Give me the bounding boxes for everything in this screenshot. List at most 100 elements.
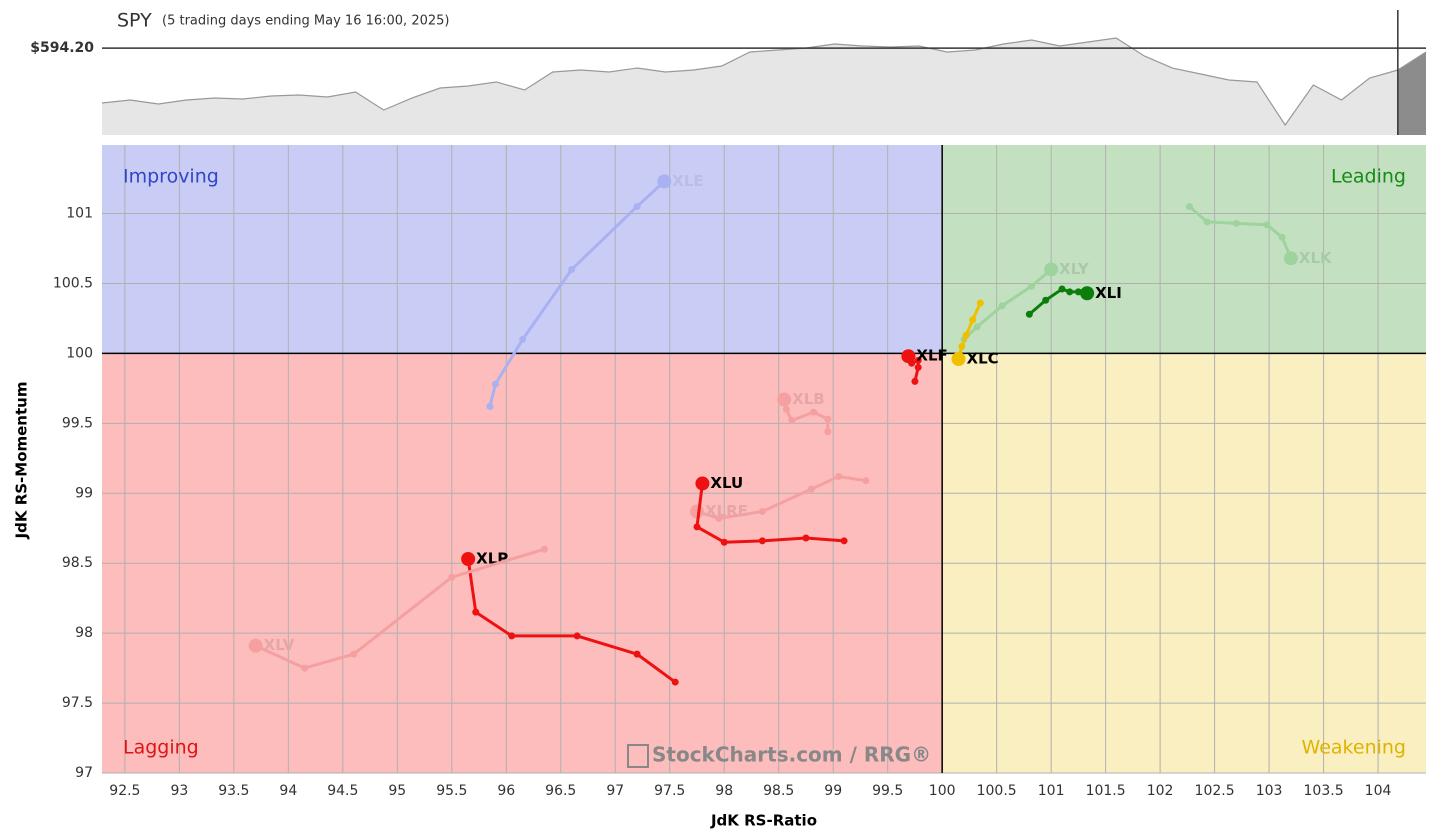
series-label: XLY bbox=[1059, 260, 1090, 278]
tail-point bbox=[1025, 310, 1033, 318]
tail-head bbox=[657, 174, 672, 189]
tail bbox=[695, 483, 845, 544]
tail-point bbox=[1278, 233, 1286, 241]
tail-head bbox=[1044, 262, 1059, 277]
series-label: XLC bbox=[967, 349, 999, 367]
tail-point bbox=[758, 507, 766, 515]
tail-head bbox=[1080, 286, 1095, 301]
x-tick-label: 93 bbox=[170, 783, 188, 799]
x-tick-label: 99.5 bbox=[872, 783, 903, 799]
quadrant-label: Lagging bbox=[123, 737, 199, 759]
y-tick-label: 98.5 bbox=[62, 555, 93, 571]
series-label: XLB bbox=[792, 390, 825, 408]
tail-point bbox=[633, 650, 641, 658]
x-tick-label: 94 bbox=[279, 783, 297, 799]
y-tick-label: 99 bbox=[75, 485, 93, 501]
series-label: XLU bbox=[710, 474, 743, 492]
y-tick-label: 97.5 bbox=[62, 695, 93, 711]
y-tick-label: 100.5 bbox=[53, 275, 93, 291]
tail-point bbox=[840, 537, 848, 545]
tail-point bbox=[573, 632, 581, 640]
tail-point bbox=[1203, 218, 1211, 226]
x-tick-label: 104 bbox=[1365, 783, 1392, 799]
tail-head bbox=[1283, 251, 1298, 266]
x-tick-label: 95 bbox=[388, 783, 406, 799]
tail-point bbox=[472, 608, 480, 616]
x-tick-label: 100 bbox=[929, 783, 956, 799]
tail-head bbox=[695, 476, 710, 491]
tail-point bbox=[788, 417, 796, 425]
x-tick-label: 102 bbox=[1147, 783, 1174, 799]
y-tick-label: 100 bbox=[66, 345, 93, 361]
tail-head bbox=[248, 638, 263, 653]
y-tick-label: 98 bbox=[75, 625, 93, 641]
tail bbox=[466, 558, 677, 684]
y-tick-label: 97 bbox=[75, 765, 93, 781]
tail-point bbox=[1263, 221, 1271, 229]
tail-head bbox=[461, 552, 476, 567]
tail-point bbox=[448, 573, 456, 581]
quadrant-label: Leading bbox=[1331, 166, 1406, 188]
tail-point bbox=[519, 335, 527, 343]
x-tick-label: 97.5 bbox=[654, 783, 685, 799]
x-tick-label: 98 bbox=[715, 783, 733, 799]
watermark: StockCharts.com / RRG® bbox=[652, 743, 931, 767]
tail-point bbox=[1058, 285, 1066, 293]
x-tick-label: 103 bbox=[1256, 783, 1283, 799]
x-tick-label: 96 bbox=[497, 783, 515, 799]
quadrant-label: Weakening bbox=[1302, 737, 1406, 759]
tail-point bbox=[911, 377, 919, 385]
tail-point bbox=[862, 477, 870, 485]
tail-point bbox=[1042, 296, 1050, 304]
series-label: XLK bbox=[1299, 249, 1333, 267]
tail-point bbox=[301, 664, 309, 672]
tail-point bbox=[1232, 219, 1240, 227]
tail-point bbox=[914, 356, 922, 364]
series-label: XLRE bbox=[705, 502, 748, 520]
x-tick-label: 101.5 bbox=[1086, 783, 1126, 799]
price-line bbox=[101, 37, 1427, 127]
tail bbox=[488, 180, 666, 407]
tail-head bbox=[901, 349, 916, 364]
price-area bbox=[102, 38, 1426, 135]
tail-point bbox=[720, 538, 728, 546]
x-tick-label: 101 bbox=[1038, 783, 1065, 799]
tail-point bbox=[350, 650, 358, 658]
tail-point bbox=[540, 545, 548, 553]
x-tick-label: 99 bbox=[824, 783, 842, 799]
panel-subtitle: (5 trading days ending May 16 16:00, 202… bbox=[162, 14, 449, 29]
x-tick-label: 100.5 bbox=[977, 783, 1017, 799]
series-label: XLE bbox=[672, 172, 703, 190]
y-axis-label: JdK RS-Momentum bbox=[13, 382, 31, 540]
tail-point bbox=[1186, 203, 1194, 211]
x-tick-label: 92.5 bbox=[109, 783, 140, 799]
x-tick-label: 98.5 bbox=[763, 783, 794, 799]
tail-point bbox=[758, 537, 766, 545]
x-tick-label: 102.5 bbox=[1195, 783, 1235, 799]
quadrant bbox=[102, 145, 943, 354]
y-tick-label: 99.5 bbox=[62, 415, 93, 431]
tail-point bbox=[835, 472, 843, 480]
tail-head bbox=[777, 392, 792, 407]
quadrant bbox=[942, 145, 1426, 354]
tail-point bbox=[824, 428, 832, 436]
x-tick-label: 95.5 bbox=[436, 783, 467, 799]
x-tick-label: 96.5 bbox=[545, 783, 576, 799]
tail-point bbox=[962, 331, 970, 339]
tail-point bbox=[486, 403, 494, 411]
series-label: XLF bbox=[916, 347, 947, 365]
y-tick-label: 101 bbox=[66, 206, 93, 222]
reference-label: $594.20 bbox=[30, 40, 94, 56]
tail-point bbox=[802, 534, 810, 542]
tail-point bbox=[824, 415, 832, 423]
x-tick-label: 103.5 bbox=[1304, 783, 1344, 799]
tail-point bbox=[782, 405, 790, 413]
tail-point bbox=[969, 316, 977, 324]
tail-point bbox=[914, 363, 922, 371]
tail-point bbox=[633, 203, 641, 211]
quadrant-label: Improving bbox=[123, 166, 219, 188]
series-label: XLV bbox=[264, 636, 295, 654]
x-tick-label: 94.5 bbox=[327, 783, 358, 799]
tail-point bbox=[508, 632, 516, 640]
